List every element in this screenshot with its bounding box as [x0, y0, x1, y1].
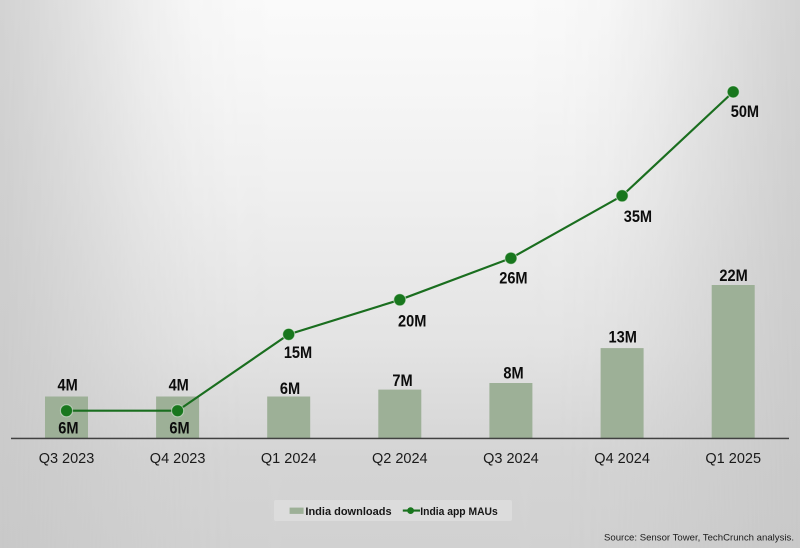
svg-text:13M: 13M: [609, 329, 637, 347]
svg-text:India downloads: India downloads: [305, 506, 391, 518]
svg-text:7M: 7M: [392, 372, 412, 390]
svg-text:Q1 2025: Q1 2025: [705, 451, 761, 467]
svg-text:4M: 4M: [169, 377, 189, 395]
svg-text:Q2 2024: Q2 2024: [372, 451, 428, 467]
svg-text:Source: Sensor Tower, TechCrun: Source: Sensor Tower, TechCrunch analysi…: [604, 532, 794, 543]
svg-text:50M: 50M: [731, 103, 759, 121]
svg-text:Q3 2024: Q3 2024: [483, 451, 539, 467]
svg-text:35M: 35M: [624, 208, 652, 226]
svg-text:15M: 15M: [284, 344, 312, 362]
svg-text:Q1 2024: Q1 2024: [261, 451, 317, 467]
svg-text:Q4 2024: Q4 2024: [594, 451, 650, 467]
svg-text:India app MAUs: India app MAUs: [420, 506, 497, 518]
svg-text:Q4 2023: Q4 2023: [150, 451, 206, 467]
svg-text:Q3 2023: Q3 2023: [39, 451, 95, 467]
svg-text:4M: 4M: [57, 377, 77, 395]
svg-text:26M: 26M: [499, 270, 527, 288]
svg-text:6M: 6M: [169, 420, 189, 438]
svg-text:6M: 6M: [58, 420, 78, 438]
svg-text:8M: 8M: [503, 365, 523, 383]
svg-text:20M: 20M: [398, 313, 426, 331]
svg-text:22M: 22M: [719, 267, 747, 285]
svg-text:6M: 6M: [280, 380, 300, 398]
